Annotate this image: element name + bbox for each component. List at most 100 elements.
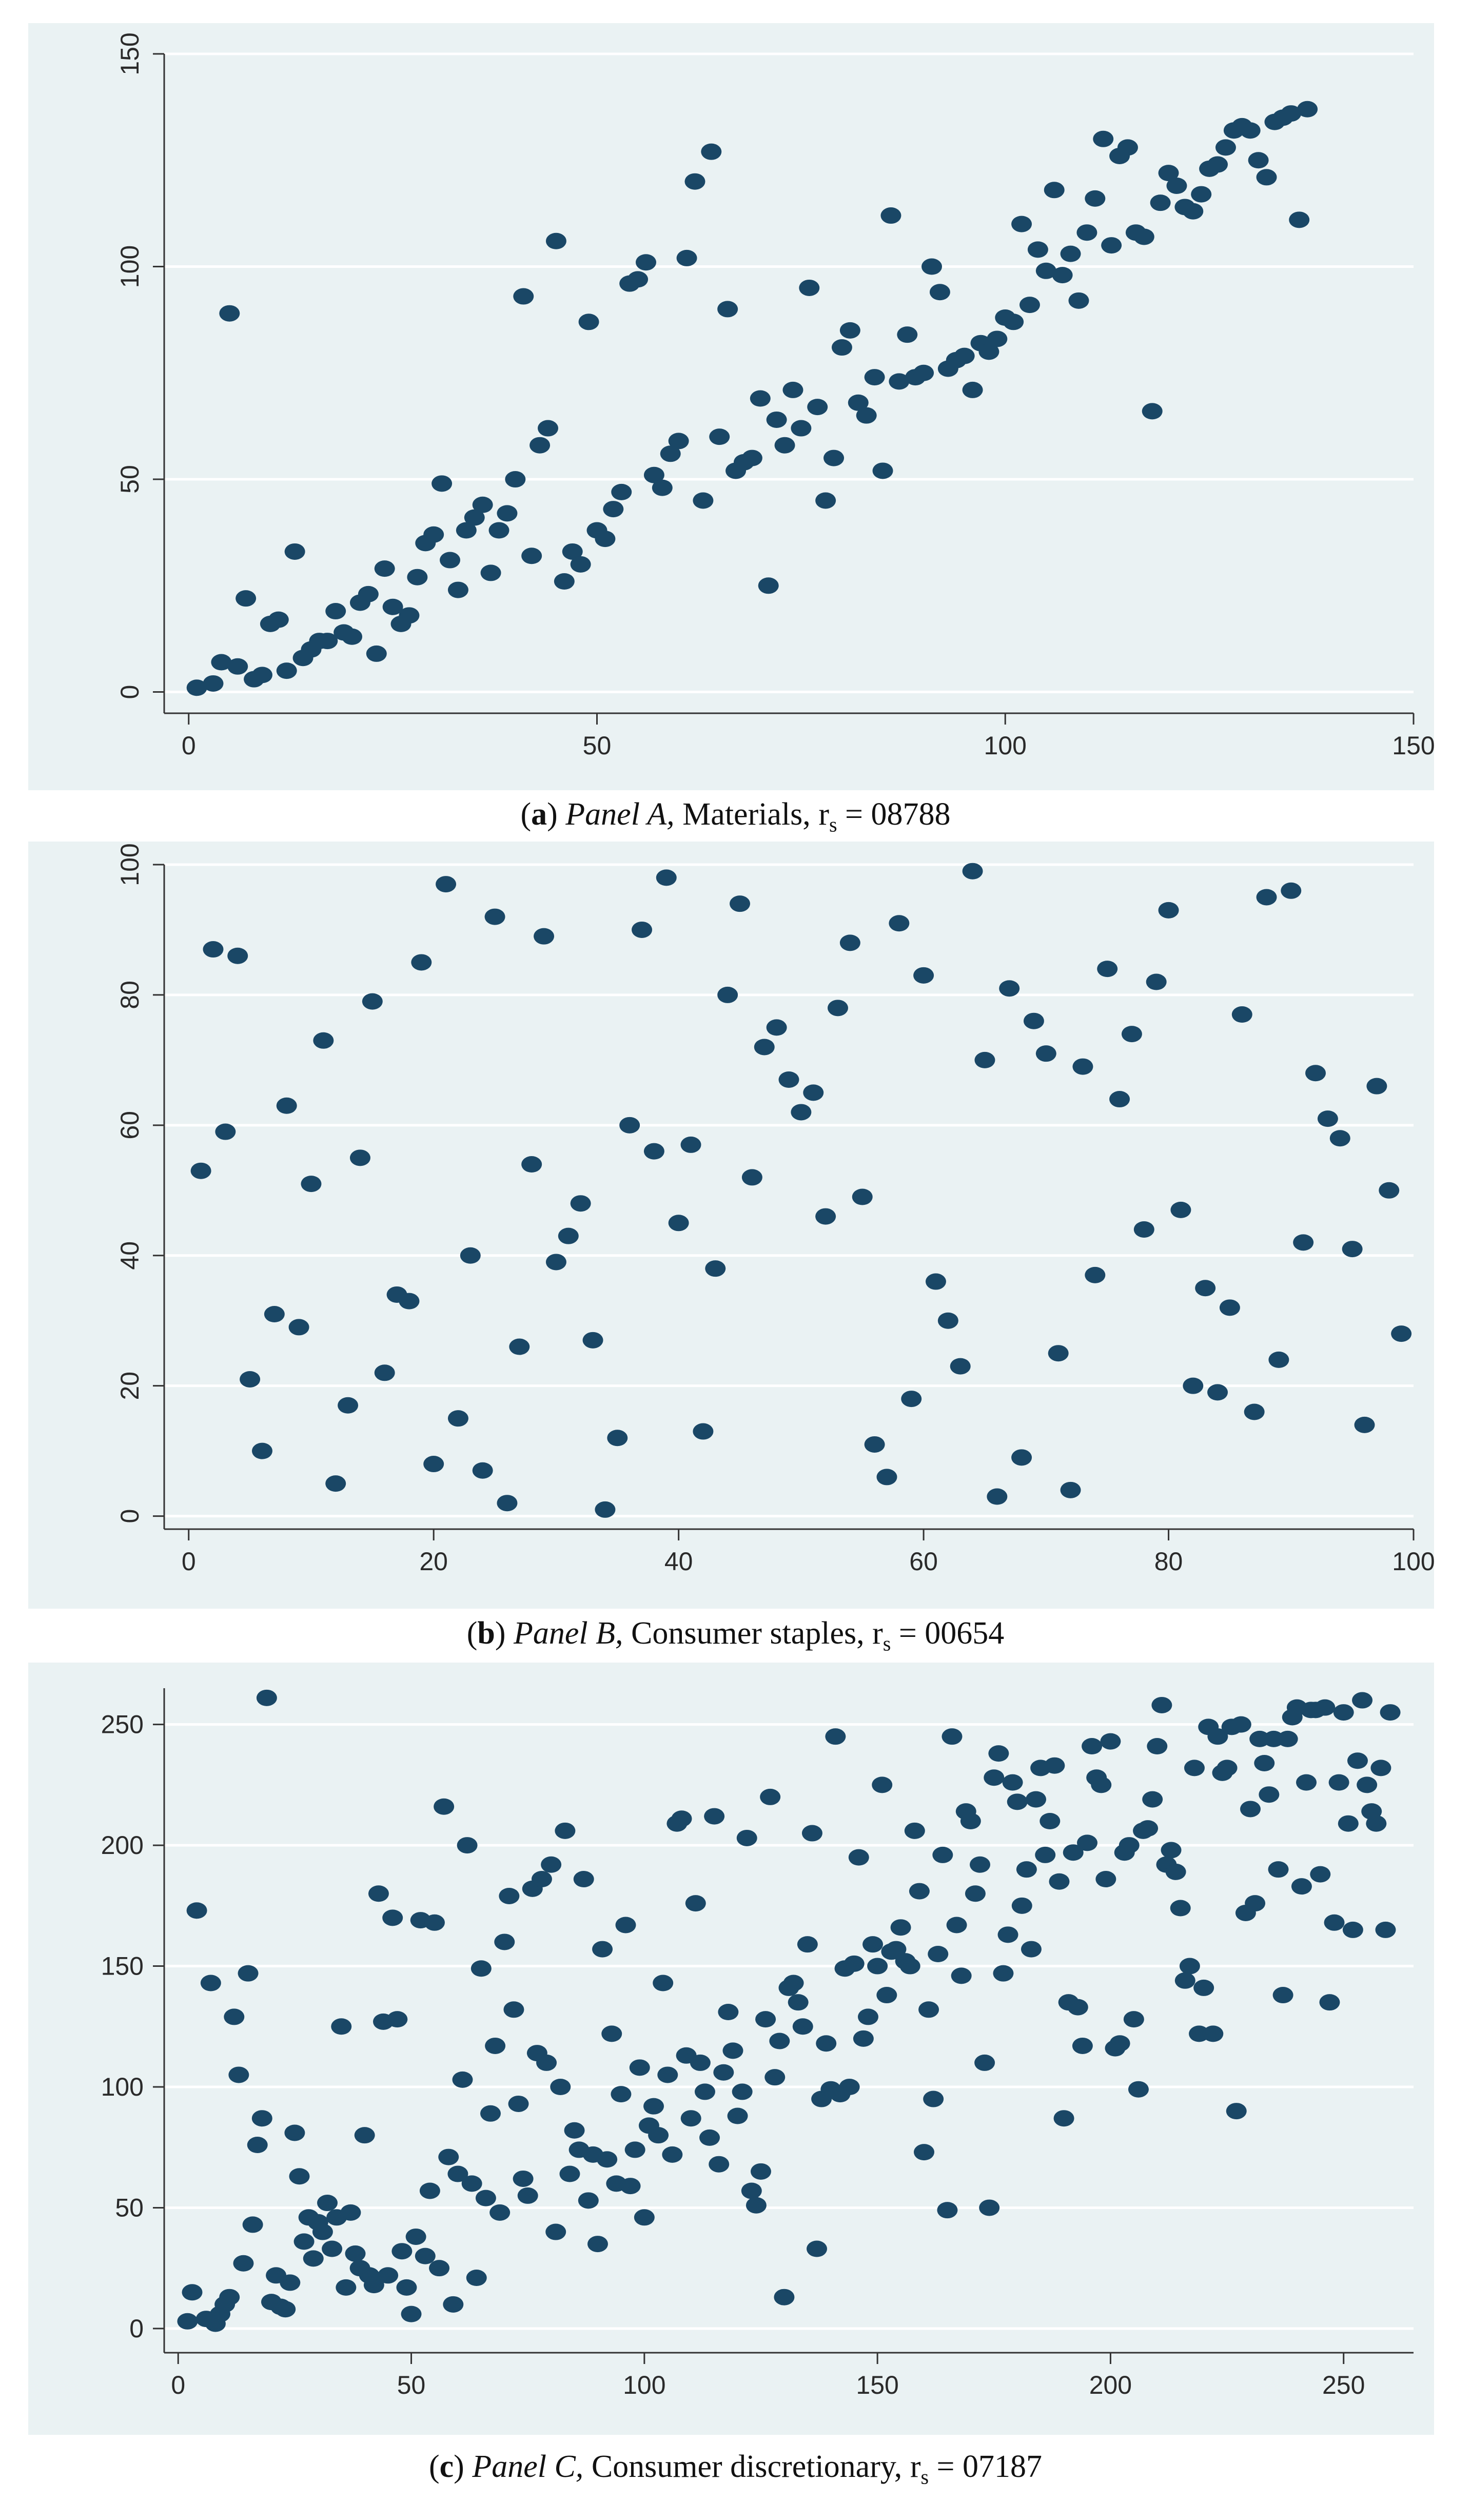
data-point bbox=[1231, 1006, 1252, 1023]
x-tick-label: 100 bbox=[1392, 1547, 1434, 1576]
data-point bbox=[876, 1987, 897, 2004]
data-point bbox=[1137, 1820, 1159, 1837]
data-point bbox=[238, 1965, 259, 1982]
y-tick-label: 60 bbox=[115, 1111, 144, 1140]
data-point bbox=[559, 2165, 580, 2182]
data-point bbox=[470, 1960, 492, 1977]
data-point bbox=[550, 2079, 571, 2095]
data-point bbox=[727, 2107, 748, 2124]
plot-area bbox=[164, 1688, 1414, 2353]
data-point bbox=[1347, 1752, 1368, 1769]
data-point bbox=[457, 1837, 478, 1854]
data-point bbox=[545, 1254, 566, 1271]
data-point bbox=[345, 2245, 366, 2262]
y-tick-label: 0 bbox=[115, 1509, 144, 1523]
data-point bbox=[825, 1728, 846, 1745]
data-point bbox=[1072, 1058, 1093, 1075]
y-tick-label: 50 bbox=[115, 465, 144, 494]
caption-label: a bbox=[531, 797, 547, 832]
caption-sector: Materials, bbox=[682, 797, 811, 832]
data-point bbox=[690, 2054, 711, 2071]
data-point bbox=[1109, 1091, 1130, 1108]
data-point bbox=[480, 564, 501, 581]
panel-a-chart: 0 50 100 150 0 50 100 150 bbox=[28, 23, 1434, 790]
data-point bbox=[634, 2209, 655, 2226]
data-point bbox=[928, 1946, 949, 1962]
data-point bbox=[177, 2313, 198, 2330]
data-point bbox=[1035, 1045, 1056, 1062]
data-point bbox=[592, 1941, 613, 1958]
data-point bbox=[1019, 297, 1040, 314]
data-point bbox=[807, 399, 828, 416]
data-point bbox=[503, 2001, 524, 2018]
data-point bbox=[595, 531, 616, 548]
data-point bbox=[1329, 1130, 1350, 1147]
data-point bbox=[545, 232, 566, 249]
panel-c-chart: 0 50 100 150 200 250 0 50 100 150 200 250 bbox=[28, 1663, 1434, 2435]
data-point bbox=[419, 2182, 440, 2199]
data-point bbox=[889, 915, 910, 932]
data-point bbox=[862, 1936, 884, 1953]
data-point bbox=[415, 2248, 436, 2264]
data-point bbox=[363, 2277, 384, 2294]
caption-rs-subscript: s bbox=[829, 813, 837, 836]
data-point bbox=[867, 1958, 888, 1975]
data-point bbox=[233, 2255, 254, 2272]
data-point bbox=[1366, 1078, 1387, 1095]
data-point bbox=[1195, 1280, 1216, 1297]
data-point bbox=[251, 667, 272, 683]
data-point bbox=[1370, 1760, 1391, 1776]
data-point bbox=[1117, 139, 1138, 156]
data-point bbox=[872, 462, 893, 479]
data-point bbox=[1091, 1776, 1112, 1793]
data-point bbox=[1007, 1793, 1028, 1810]
data-point bbox=[890, 1919, 911, 1936]
data-point bbox=[1272, 1987, 1293, 2004]
data-point bbox=[680, 1136, 701, 1153]
data-point bbox=[325, 603, 346, 620]
data-point bbox=[732, 2083, 753, 2100]
data-point bbox=[856, 407, 877, 424]
data-point bbox=[1076, 224, 1097, 241]
data-point bbox=[432, 475, 453, 492]
data-point bbox=[513, 2170, 534, 2187]
data-point bbox=[387, 2011, 408, 2028]
data-point bbox=[564, 2122, 585, 2139]
data-point bbox=[447, 1410, 468, 1427]
caption-sector: Consumer discretionary, bbox=[591, 2449, 903, 2484]
caption-rs-symbol: r bbox=[910, 2449, 921, 2484]
caption-panel: Panel B, bbox=[513, 1616, 623, 1651]
data-point bbox=[857, 2008, 878, 2025]
data-point bbox=[484, 908, 505, 925]
data-point bbox=[750, 2163, 771, 2180]
data-point bbox=[1093, 130, 1114, 147]
data-point bbox=[499, 1887, 520, 1904]
caption-panel: Panel A, bbox=[565, 797, 675, 832]
data-point bbox=[844, 1955, 865, 1972]
data-point bbox=[284, 543, 305, 560]
data-point bbox=[440, 552, 461, 569]
data-point bbox=[997, 1926, 1018, 1943]
data-point bbox=[461, 2175, 482, 2192]
data-point bbox=[1354, 1416, 1375, 1433]
x-tick-label: 150 bbox=[1392, 731, 1434, 760]
data-point bbox=[624, 2141, 645, 2158]
data-point bbox=[399, 607, 420, 624]
data-point bbox=[718, 2004, 739, 2021]
data-point bbox=[545, 2223, 566, 2240]
data-point bbox=[764, 2069, 786, 2086]
y-tick-label: 100 bbox=[115, 843, 144, 886]
data-point bbox=[629, 2059, 650, 2076]
data-point bbox=[611, 2086, 632, 2103]
data-point bbox=[635, 254, 656, 271]
data-point bbox=[1297, 101, 1318, 118]
data-point bbox=[913, 364, 934, 381]
data-point bbox=[1151, 1696, 1172, 1713]
data-point bbox=[401, 2306, 422, 2322]
data-point bbox=[578, 314, 599, 330]
caption-rs-value: = 07187 bbox=[936, 2449, 1043, 2484]
data-point bbox=[1063, 1844, 1084, 1861]
data-point bbox=[521, 548, 542, 564]
data-point bbox=[407, 569, 428, 585]
data-point bbox=[1366, 1815, 1387, 1832]
